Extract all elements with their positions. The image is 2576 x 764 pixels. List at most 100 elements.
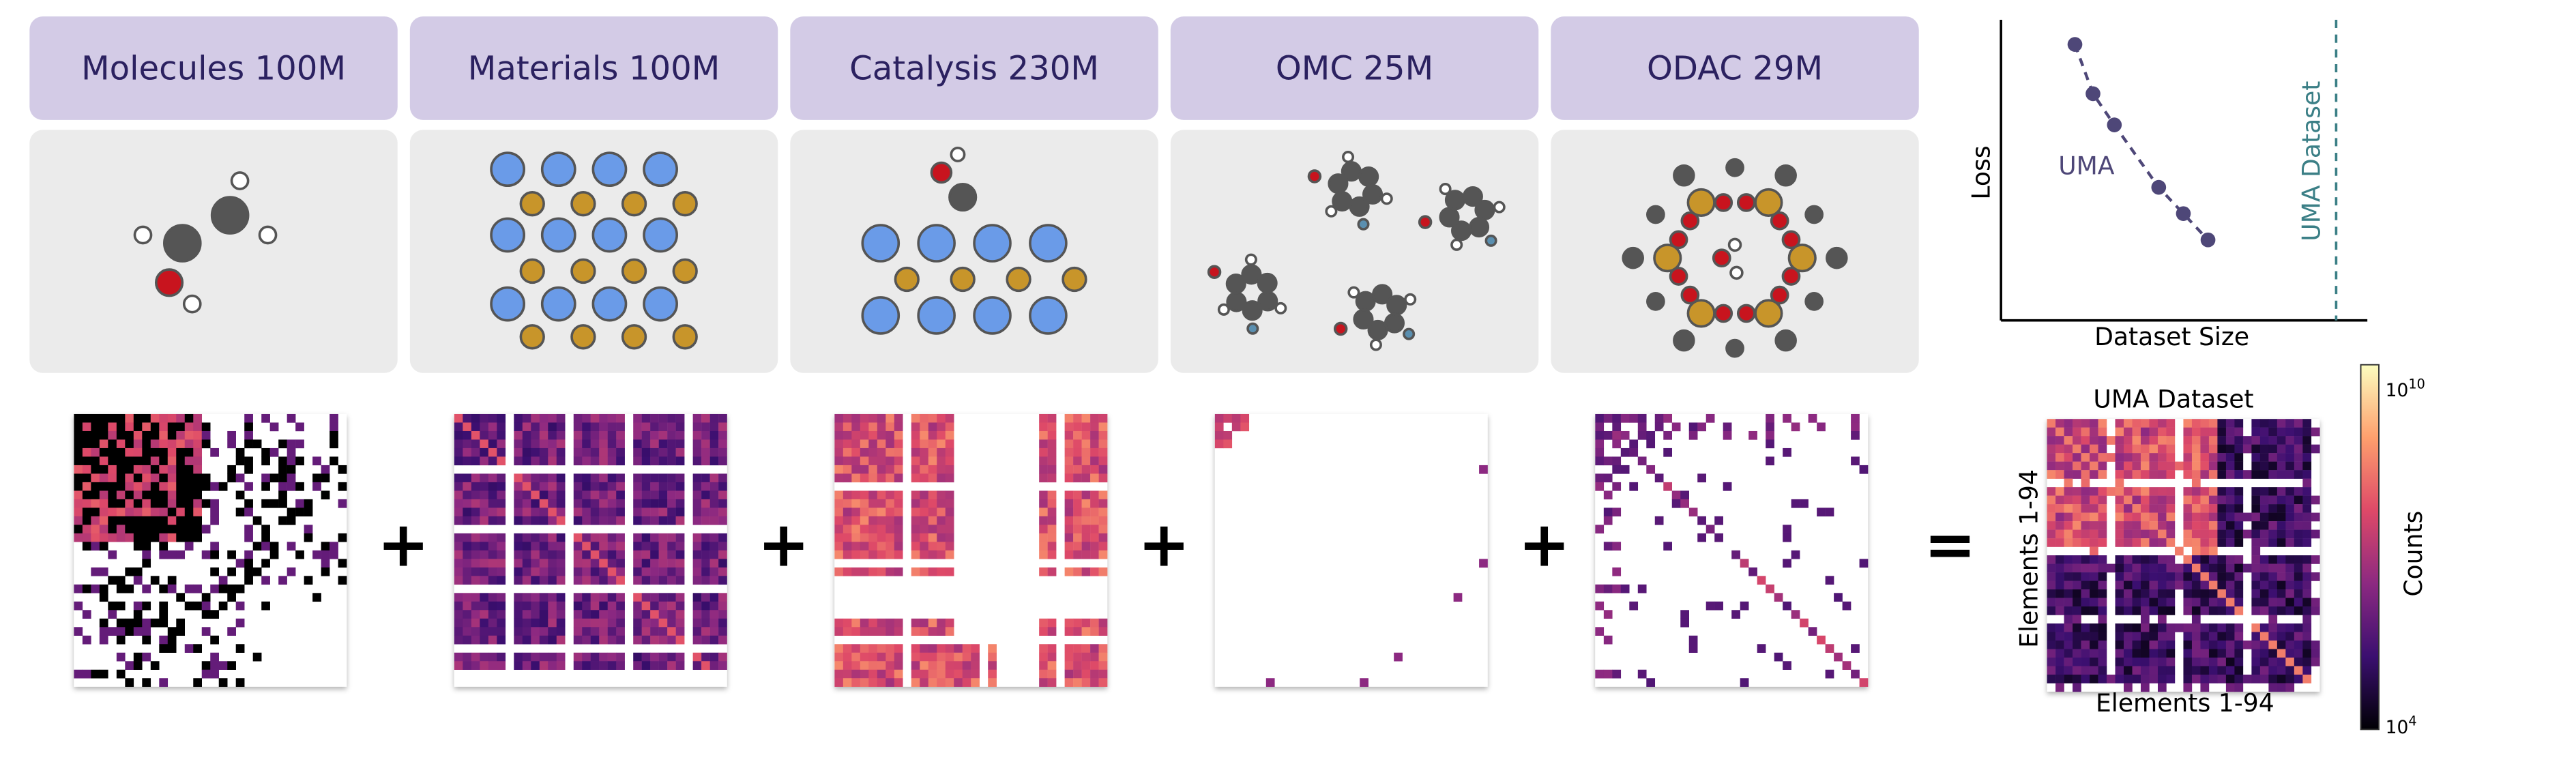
heatmap-cell [159,508,169,517]
heatmap-cell [937,439,946,449]
heatmap-cell [851,652,861,662]
heatmap-cell [2277,427,2286,437]
heatmap-cell [1073,473,1082,483]
heatmap-cell [548,413,557,423]
atom [1369,338,1382,351]
heatmap-cell [116,669,126,679]
heatmap-cell [599,508,608,517]
heatmap-cell [658,413,668,423]
heatmap-cell [911,567,920,576]
heatmap-cell [338,533,347,542]
heatmap-cell [2268,606,2278,615]
heatmap-cell [108,447,117,457]
heatmap-cell [82,439,91,449]
atom [1029,224,1068,263]
heatmap-cell [2259,589,2269,598]
heatmap-cell [2200,538,2210,547]
heatmap-cell [2302,674,2312,684]
heatmap-cell [667,627,676,636]
heatmap-cell [1714,601,1723,611]
heatmap-cell [2225,487,2235,496]
heatmap-cell [142,456,151,466]
atom [1686,188,1716,218]
heatmap-cell [1073,422,1082,432]
heatmap-cell [159,644,169,653]
heatmap-cell [150,516,160,525]
heatmap-cell [488,559,497,568]
heatmap-cell [2294,427,2303,437]
heatmap-cell [2183,657,2193,666]
heatmap-cell [1047,669,1057,679]
heatmap-cell [582,499,591,508]
atom [182,294,202,314]
heatmap-cell [454,567,463,576]
heatmap-cell [514,652,523,662]
heatmap-cell [2090,598,2098,607]
heatmap-cell [2285,598,2295,607]
heatmap-cell [2191,444,2201,454]
heatmap-cell [2277,572,2286,581]
heatmap-cell [877,439,886,449]
heatmap-cell [99,584,108,593]
heatmap-cell [877,533,886,542]
heatmap-cell [607,542,617,551]
heatmap-cell [1098,413,1108,423]
heatmap-cell [945,508,954,517]
heatmap-cell [2157,461,2167,471]
heatmap-cell [650,567,659,576]
heatmap-cell [2064,512,2073,522]
heatmap-cell [531,482,540,491]
heatmap-cell [176,490,186,500]
heatmap-cell [868,644,878,653]
heatmap-cell [330,456,338,466]
illustrations [133,147,1848,358]
heatmap-cell [2311,640,2320,649]
heatmap-cell [2166,555,2176,564]
heatmap-cell [2259,598,2269,607]
panel-header [1551,16,1919,120]
heatmap-cell [531,430,540,440]
heatmap-cell [650,422,659,432]
heatmap-cell [1688,430,1698,440]
heatmap-cell [2294,555,2303,564]
heatmap-cell [2191,649,2201,658]
heatmap-cell [2124,632,2133,641]
heatmap-cell [860,678,869,687]
heatmap-cell [954,644,963,653]
heatmap-cell [2081,674,2090,684]
heatmap-cell [2208,572,2218,581]
heatmap-cell [1039,465,1048,474]
heatmap-cell [497,490,506,500]
atom [1225,274,1246,295]
heatmap-cell [167,516,177,525]
heatmap-cell [116,422,126,432]
heatmap-cell [2242,563,2252,573]
heatmap-cell [2047,606,2056,615]
heatmap-cell [2166,436,2176,445]
heatmap-cell [261,447,270,457]
heatmap-cell [2242,674,2252,684]
heatmap-cell [514,627,523,636]
heatmap-cell [2149,666,2158,675]
heatmap-cell [454,490,463,500]
heatmap-cell [133,618,143,628]
heatmap-cell [2098,572,2107,581]
heatmap-cell [531,456,540,466]
heatmap-cell [159,422,169,432]
heatmap-cell [2217,606,2227,615]
heatmap-cell [2115,657,2124,666]
heatmap-cell [658,618,668,628]
heatmap-cell [1047,413,1057,423]
heatmap-cell [548,482,557,491]
heatmap-cell [184,542,194,551]
heatmap-cell [330,439,338,449]
heatmap-cell [1595,473,1605,483]
heatmap-cell [531,618,540,628]
heatmap-cell [2191,436,2201,445]
heatmap-cell [675,559,685,568]
heatmap-cell [2115,453,2124,462]
heatmap-cell [2225,427,2235,437]
heatmap-cell [920,473,929,483]
heatmap-cell [159,490,169,500]
heatmap-cell [184,456,194,466]
